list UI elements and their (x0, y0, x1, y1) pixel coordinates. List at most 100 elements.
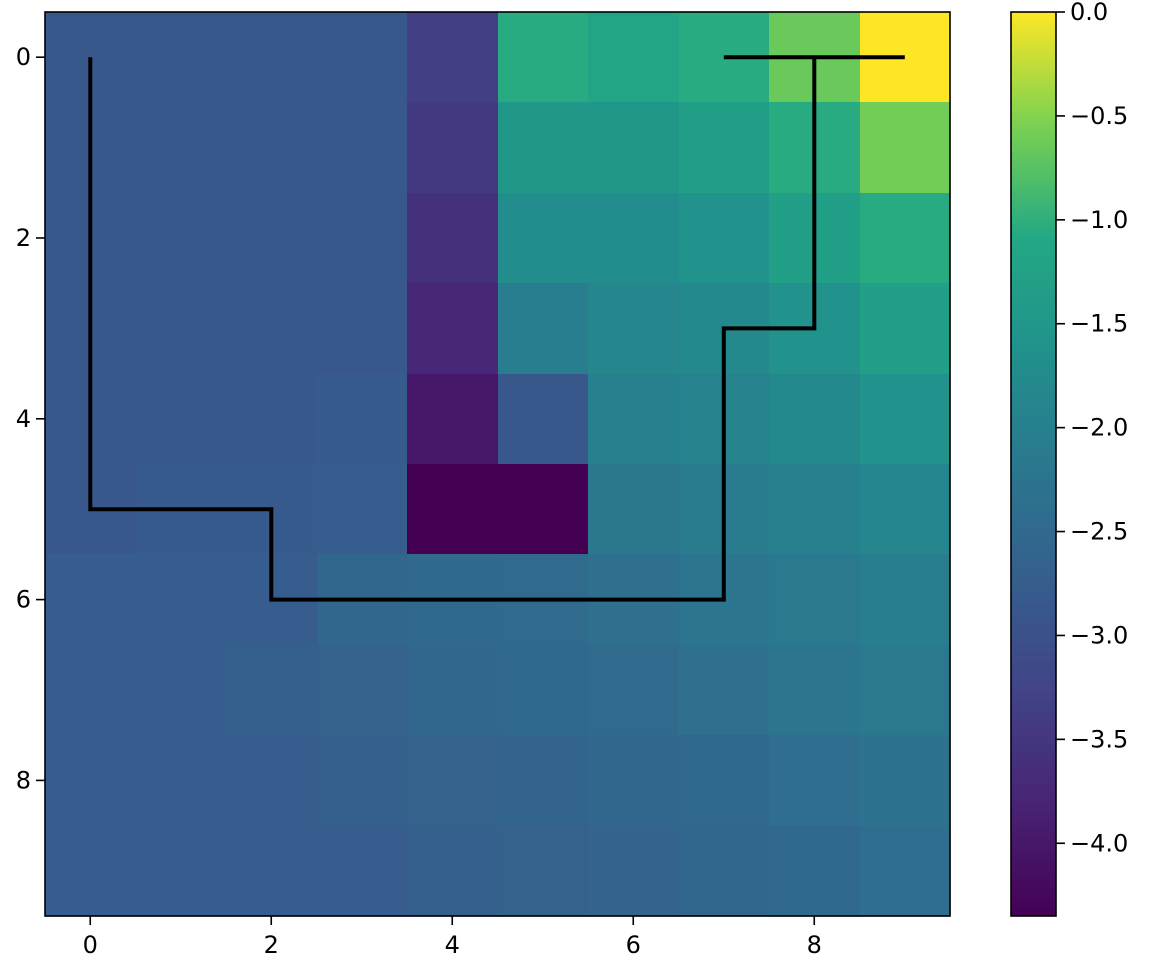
heatmap-cell (769, 735, 861, 827)
colorbar-tick-label: −1.0 (1070, 206, 1128, 234)
plot-frame (44, 11, 951, 917)
colorbar-tick-label: −2.0 (1070, 414, 1128, 442)
heatmap-cell (317, 826, 408, 917)
heatmap-cell (407, 12, 499, 103)
colorbar-tick-label: 0.0 (1070, 0, 1108, 26)
heatmap-cell (407, 464, 499, 555)
x-tick-label: 2 (264, 931, 279, 959)
x-tick-label: 6 (626, 931, 641, 959)
heatmap-cell (136, 102, 227, 194)
heatmap-cell (498, 645, 589, 736)
heatmap-cell (679, 645, 770, 736)
heatmap-cell (136, 193, 227, 284)
heatmap-cell (136, 735, 227, 827)
y-tick-label: 2 (16, 224, 31, 252)
colorbar-tick-label: −2.5 (1070, 518, 1128, 546)
colorbar (1010, 11, 1057, 917)
heatmap-cell (860, 735, 951, 827)
heatmap-cell (498, 374, 589, 465)
heatmap-cell (226, 283, 318, 375)
heatmap-cell (45, 645, 137, 736)
heatmap-cell (45, 554, 137, 646)
heatmap-cell (588, 735, 680, 827)
x-tick-label: 4 (445, 931, 460, 959)
heatmap-cell (407, 374, 499, 465)
heatmap-cell (136, 374, 227, 465)
heatmap-cell (45, 735, 137, 827)
path-line (88, 55, 905, 602)
heatmap-cell (317, 374, 408, 465)
heatmap-cell (588, 102, 680, 194)
heatmap-cell (317, 283, 408, 375)
heatmap-cells (45, 12, 951, 917)
heatmap-cell (679, 826, 770, 917)
heatmap-cell (317, 735, 408, 827)
y-axis: 0 2 4 6 8 (16, 43, 45, 794)
heatmap-cell (317, 12, 408, 103)
heatmap-cell (407, 102, 499, 194)
heatmap-cell (769, 464, 861, 555)
heatmap-cell (588, 826, 680, 917)
heatmap-cell (769, 374, 861, 465)
path-layer (88, 55, 905, 602)
heatmap-cell (226, 645, 318, 736)
heatmap-cell (226, 735, 318, 827)
heatmap-cell (407, 193, 499, 284)
colorbar-axis: 0.0 −0.5 −1.0 −1.5 −2.0 −2.5 −3.0 −3.5 −4.0 (1056, 0, 1128, 857)
heatmap-cell (407, 645, 499, 736)
colorbar-tick-label: −3.0 (1070, 621, 1128, 649)
heatmap-cell (407, 826, 499, 917)
heatmap-cell (860, 283, 951, 375)
heatmap-cell (498, 193, 589, 284)
heatmap-cell (769, 554, 861, 646)
x-tick-label: 0 (83, 931, 98, 959)
heatmap-cell (860, 102, 951, 194)
heatmap-cell (860, 826, 951, 917)
colorbar-tick-label: −1.5 (1070, 310, 1128, 338)
heatmap-cell (588, 12, 680, 103)
heatmap-cell (679, 735, 770, 827)
heatmap-cell (317, 645, 408, 736)
heatmap-cell (136, 826, 227, 917)
heatmap-cell (498, 283, 589, 375)
heatmap-cell (860, 193, 951, 284)
heatmap-cell (136, 283, 227, 375)
heatmap-cell (136, 554, 227, 646)
heatmap-cell (226, 374, 318, 465)
heatmap-cell (136, 12, 227, 103)
heatmap-cell (679, 193, 770, 284)
heatmap-cell (588, 374, 680, 465)
heatmap-cell (498, 826, 589, 917)
heatmap-cell (769, 645, 861, 736)
y-tick-label: 4 (16, 405, 31, 433)
heatmap-cell (498, 12, 589, 103)
colorbar-tick-label: −0.5 (1070, 102, 1128, 130)
heatmap-cell (588, 283, 680, 375)
y-tick-label: 0 (16, 43, 31, 71)
heatmap-cell (498, 464, 589, 555)
heatmap-cell (226, 826, 318, 917)
heatmap-cell (860, 645, 951, 736)
heatmap-cell (226, 193, 318, 284)
heatmap-cell (317, 464, 408, 555)
heatmap-cell (317, 193, 408, 284)
heatmap-cell (226, 12, 318, 103)
heatmap-cell (769, 826, 861, 917)
x-axis: 0 2 4 6 8 (83, 916, 822, 959)
heatmap-cell (226, 102, 318, 194)
heatmap-cell (860, 554, 951, 646)
heatmap-cell (317, 102, 408, 194)
x-tick-label: 8 (807, 931, 822, 959)
y-tick-label: 6 (16, 586, 31, 614)
heatmap-cell (136, 645, 227, 736)
heatmap-cell (45, 826, 137, 917)
heatmap-cell (407, 283, 499, 375)
heatmap-cell (588, 645, 680, 736)
colorbar-tick-label: −3.5 (1070, 725, 1128, 753)
heatmap-cell (407, 735, 499, 827)
y-tick-label: 8 (16, 766, 31, 794)
heatmap-cell (498, 735, 589, 827)
heatmap-cell (588, 193, 680, 284)
heatmap-cell (588, 464, 680, 555)
